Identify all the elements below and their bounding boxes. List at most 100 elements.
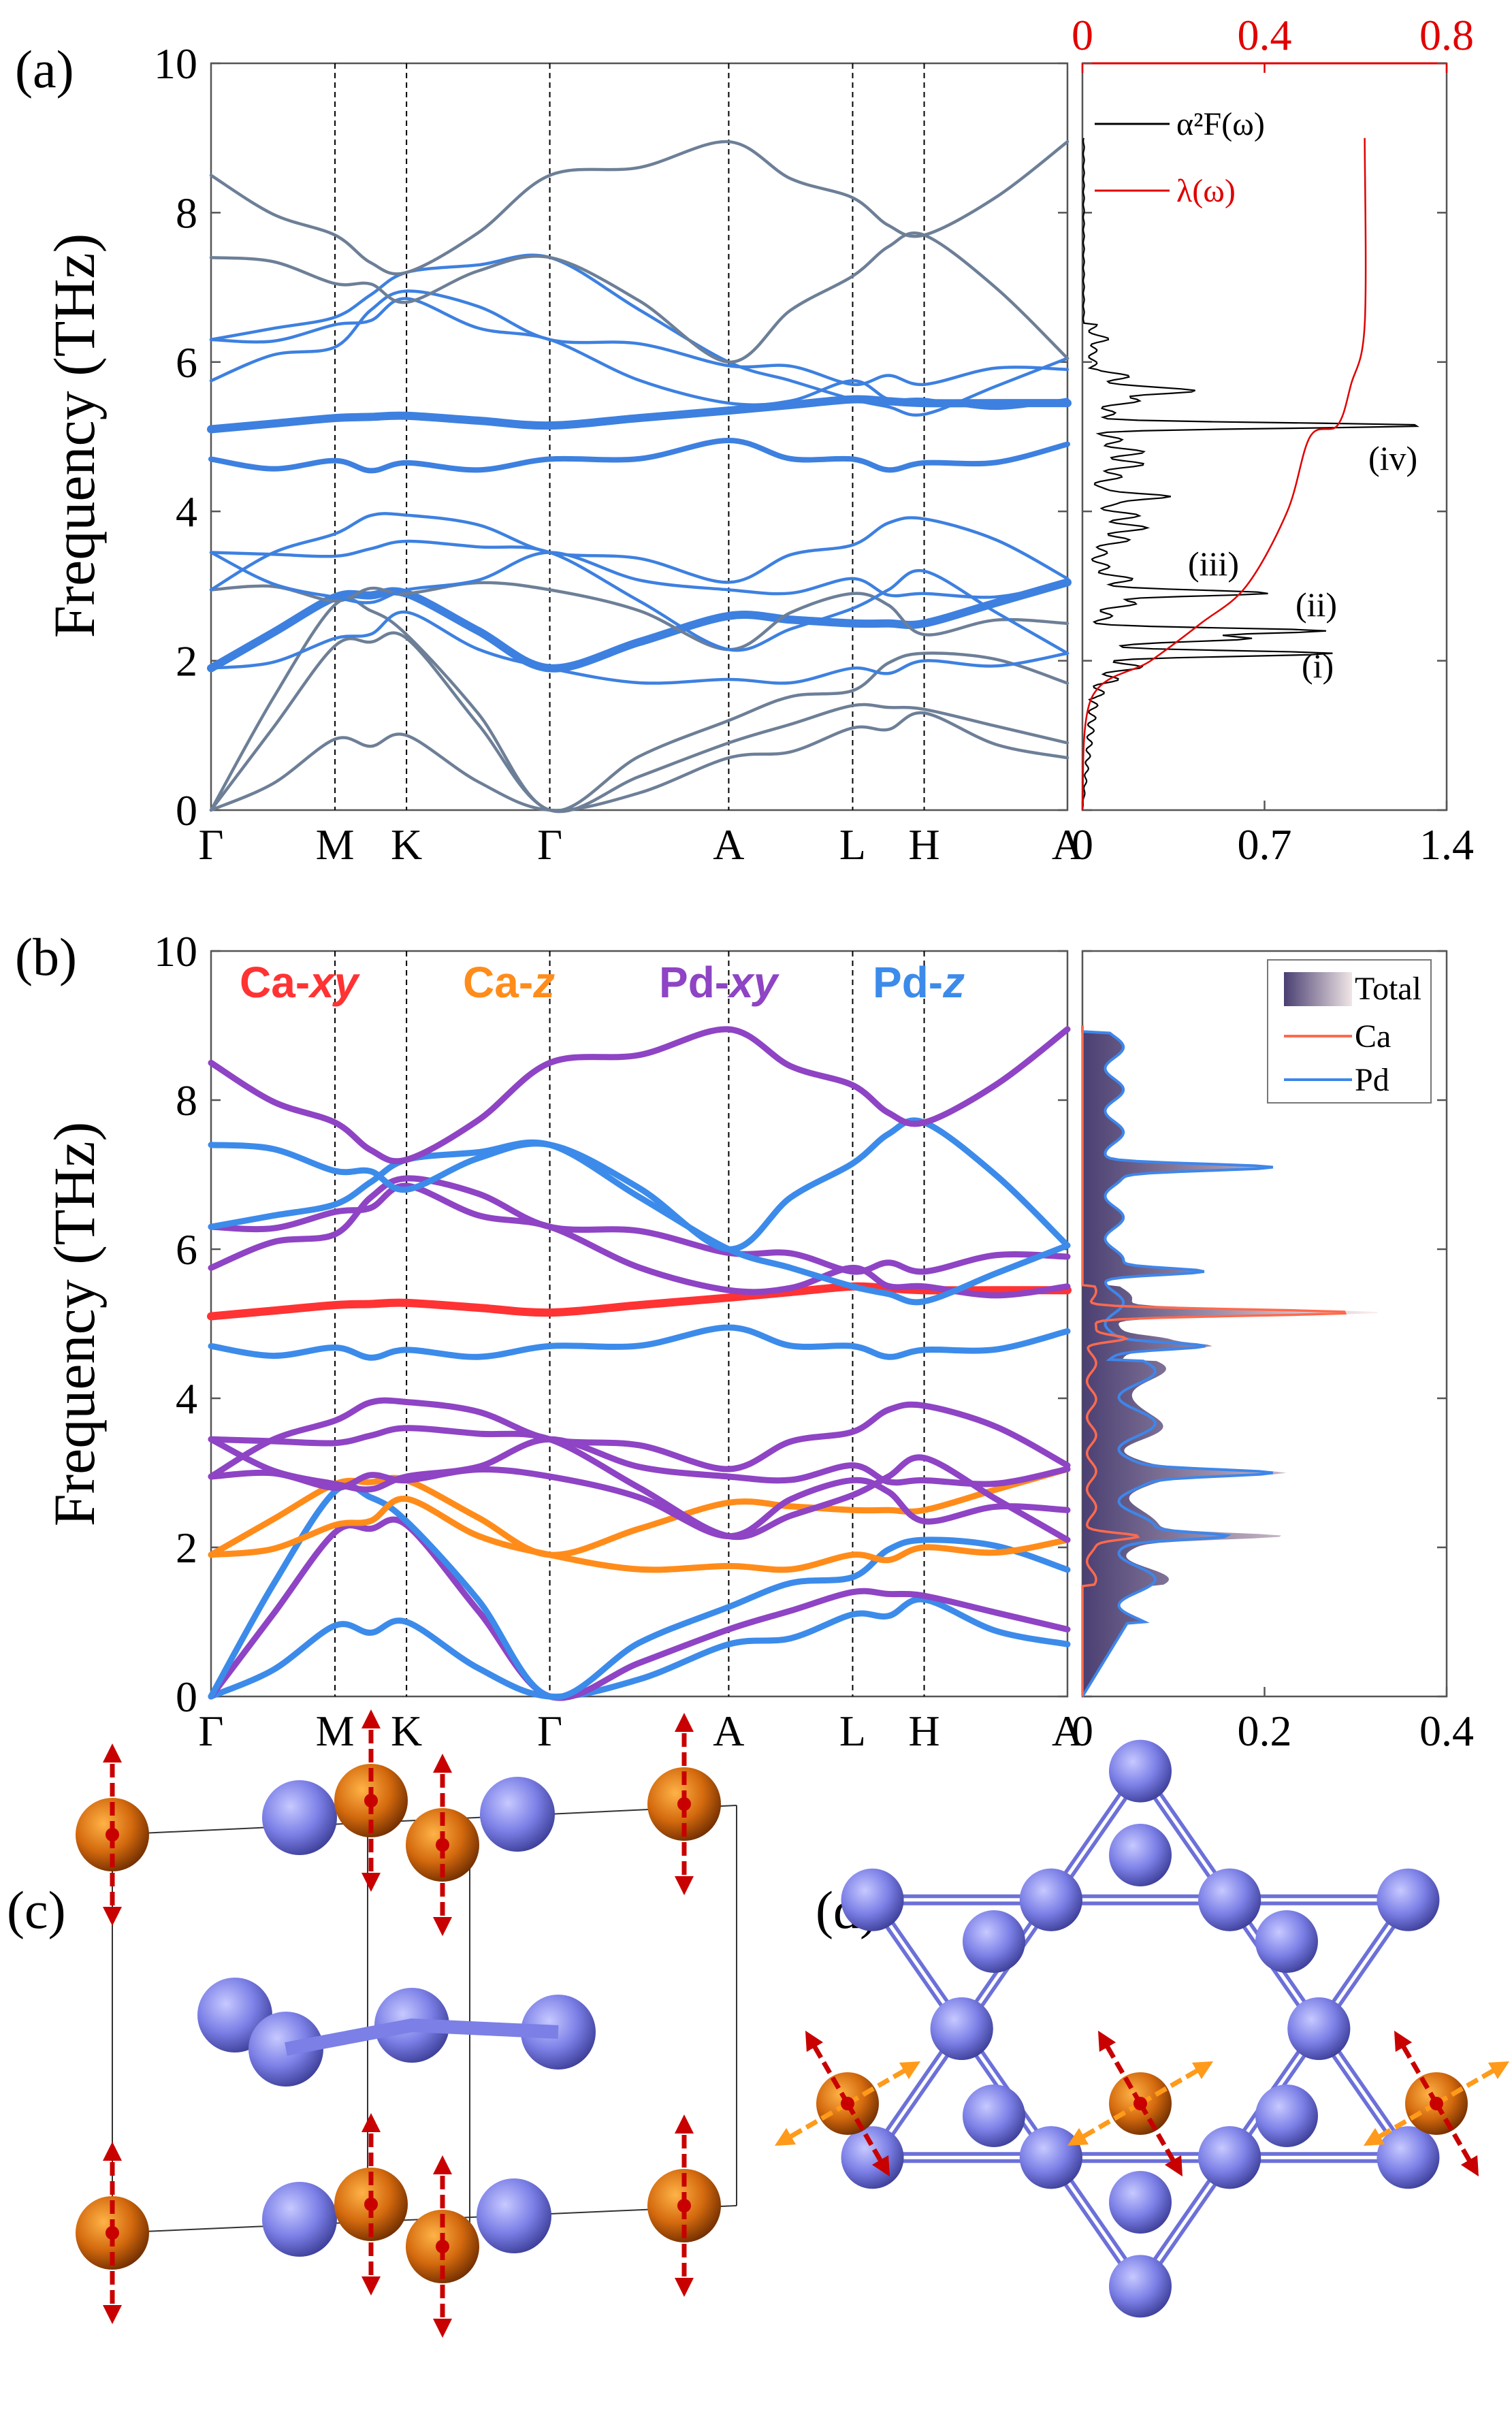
a-y-axis-label: Frequency (THz) — [42, 234, 107, 639]
b2-xtick-label: 0.4 — [1419, 1707, 1474, 1755]
annotation-i: (i) — [1302, 647, 1334, 685]
b-ytick-label: 8 — [176, 1076, 197, 1125]
a2-frame — [1081, 62, 1448, 811]
pd-atom — [930, 1997, 993, 2060]
a-branch — [209, 711, 1069, 812]
a-branch — [209, 610, 1069, 685]
legend-lambda-label: λ(ω) — [1176, 173, 1236, 209]
b-y-axis-label: Frequency (THz) — [42, 1122, 107, 1527]
pd-atom — [1109, 2255, 1172, 2318]
ca-arrow-xy — [1363, 2101, 1438, 2146]
b-branch — [208, 1466, 1071, 1540]
a-xtick-label: M — [316, 820, 355, 869]
b-xtick-label: Γ — [537, 1707, 562, 1755]
a-branch — [209, 512, 1069, 592]
b-branch — [208, 1139, 1071, 1306]
pdos-legend-total: Total — [1355, 971, 1421, 1007]
b-branch — [208, 1324, 1071, 1361]
ca-arrow-center — [1430, 2097, 1443, 2110]
a-branch — [209, 289, 1069, 387]
legend-pd-xy: Pd-xy — [659, 958, 780, 1007]
b-branch — [207, 1282, 1072, 1321]
b-branch — [208, 1496, 1071, 1573]
a-ytick-label: 0 — [176, 786, 197, 835]
pd-atom-inner — [963, 1910, 1025, 1973]
legend-a2f-label: α²F(ω) — [1176, 106, 1265, 142]
ca-arrow-xy-red — [845, 2102, 890, 2177]
pdos-pd-curve — [1081, 1025, 1274, 1698]
pd-atom — [1377, 1868, 1440, 1931]
legend-ca-xy: Ca-xy — [240, 958, 361, 1007]
a-branch — [208, 437, 1070, 474]
pd-atom — [480, 1777, 555, 1852]
a-ytick-label: 8 — [176, 189, 197, 237]
ca-arrow-center — [1133, 2097, 1147, 2110]
pd-atom — [477, 2178, 551, 2253]
panel-label-b: (b) — [15, 927, 77, 986]
ca-arrow-z-center — [364, 1794, 378, 1807]
legend-pd-z: Pd-z — [873, 958, 965, 1007]
pd-atom-inner — [1109, 1824, 1172, 1886]
b-ytick-label: 4 — [176, 1374, 197, 1423]
pd-atom-inner — [963, 2084, 1025, 2147]
a2-top-xtick-label: 0.8 — [1419, 11, 1474, 59]
pd-atom — [1198, 2126, 1261, 2189]
b2-xtick-label: 0 — [1072, 1707, 1093, 1755]
b-branch — [208, 1026, 1071, 1165]
ca-arrow-z-center — [677, 2199, 691, 2212]
pd-atom — [1109, 1739, 1172, 1803]
a-xtick-label: A — [1052, 820, 1083, 869]
panel-a-bands: Γ M K Γ A L H A 0 2 4 6 8 10 — [154, 39, 1083, 869]
b-branch — [208, 1516, 1071, 1701]
ca-arrow-xy — [1435, 2061, 1510, 2106]
a-ytick-label: 4 — [176, 487, 197, 536]
ca-arrow-xy — [1067, 2101, 1142, 2146]
a-ytick-label: 2 — [176, 637, 197, 686]
pdos-legend-total-swatch — [1284, 972, 1352, 1006]
a-branch — [207, 395, 1072, 434]
pd-atom-inner — [1109, 2171, 1172, 2234]
a2-top-xtick-label: 0.4 — [1238, 11, 1292, 59]
pdos-total-area — [1082, 1025, 1379, 1696]
panel-b-bands: Γ M K Γ A L H A 0 2 4 6 8 10 — [154, 927, 1083, 1755]
a2-top-xtick-label: 0 — [1072, 11, 1093, 59]
a-xtick-label: A — [713, 820, 744, 869]
panel-d-structure — [774, 1739, 1510, 2318]
b-branch — [208, 1596, 1071, 1700]
b2-xtick-label: 0.2 — [1238, 1707, 1292, 1755]
b-ytick-label: 10 — [154, 927, 197, 976]
b-branch — [208, 1466, 1071, 1558]
pdos-legend-pd: Pd — [1355, 1062, 1389, 1098]
pd-atom — [1198, 1868, 1261, 1931]
ca-arrow-z-center — [436, 2240, 449, 2253]
ca-arrow-xy-red — [1097, 2030, 1143, 2105]
panel-b-pdos: 0 0.2 0.4 — [1072, 950, 1474, 1755]
ca-arrow-xy — [846, 2061, 921, 2106]
ca-arrow-z-center — [677, 1797, 691, 1811]
pd-atom — [1019, 1868, 1082, 1931]
a-branch — [209, 253, 1069, 417]
panel-label-a: (a) — [15, 39, 74, 99]
pd-atom — [262, 2182, 337, 2257]
ca-arrow-xy-red — [805, 2030, 850, 2105]
a-xtick-label: L — [839, 820, 866, 869]
pd-atom-inner — [1255, 1910, 1318, 1973]
annotation-ii: (ii) — [1296, 585, 1337, 624]
b-xtick-label: A — [713, 1707, 744, 1755]
pd-atom — [1287, 1997, 1351, 2060]
a-branch — [209, 631, 1069, 814]
a-frame — [210, 62, 1069, 811]
b-ytick-label: 6 — [176, 1225, 197, 1274]
ca-arrow-xy-red — [1394, 2030, 1439, 2105]
b-branch — [208, 1425, 1071, 1543]
a-xtick-label: K — [391, 820, 422, 869]
ca-arrow-z-center — [106, 1828, 119, 1841]
pd-atom — [1019, 2126, 1082, 2189]
a-branch — [209, 539, 1069, 655]
b-xtick-label: A — [1052, 1707, 1083, 1755]
b-xtick-label: L — [839, 1707, 866, 1755]
a-xtick-label: Γ — [199, 820, 224, 869]
b-xtick-label: Γ — [199, 1707, 224, 1755]
ca-arrow-z-center — [436, 1838, 449, 1852]
